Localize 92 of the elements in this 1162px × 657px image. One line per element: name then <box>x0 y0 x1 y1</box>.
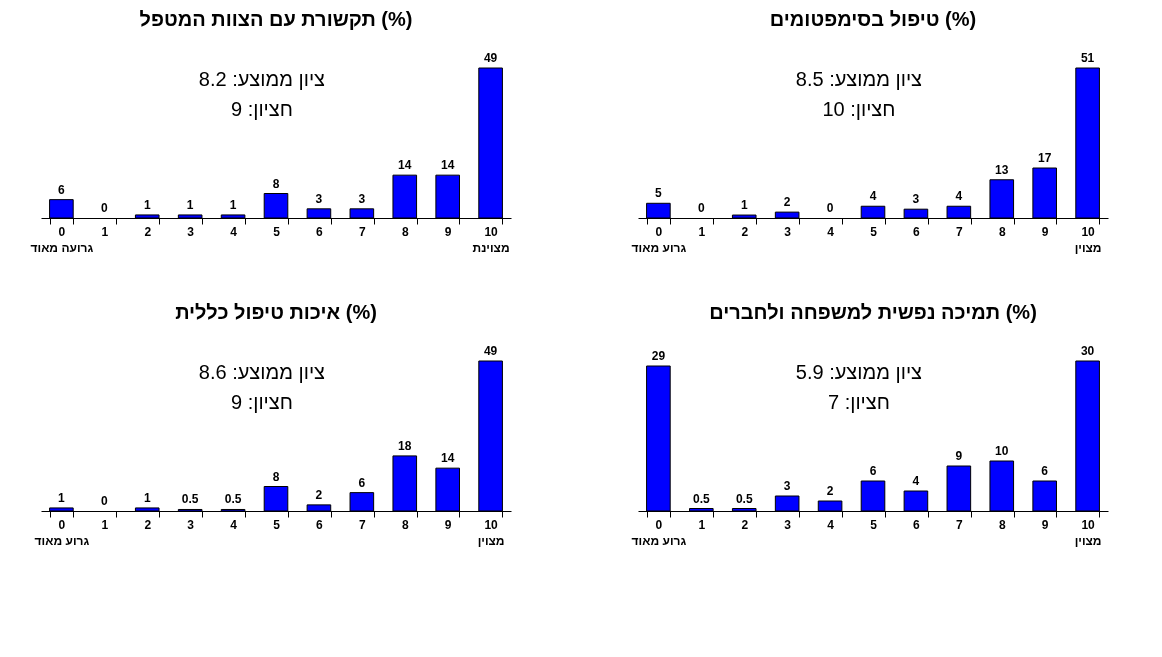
x-tick-label: 1 <box>101 224 109 239</box>
x-tick-label: 3 <box>187 517 195 532</box>
x-tick-label: 4 <box>230 224 238 239</box>
x-tick-label: 6 <box>913 517 921 532</box>
chart-title: טיפול בסימפטומים (%) <box>769 8 977 30</box>
x-tick-label: 7 <box>956 224 963 239</box>
data-label: 1 <box>740 198 748 213</box>
data-label: 0.5 <box>224 492 242 507</box>
x-tick-label: 4 <box>827 224 835 239</box>
chart-title: תקשורת עם הצוות המטפל (%) <box>139 8 413 30</box>
x-tick-label: 5 <box>870 517 878 532</box>
data-label: 3 <box>783 479 791 493</box>
data-label: 6 <box>1041 464 1049 478</box>
x-tick-label: 7 <box>359 517 366 532</box>
data-label: 6 <box>869 464 877 478</box>
data-label: 8 <box>272 176 280 191</box>
data-label: 51 <box>1080 51 1095 65</box>
chart-title: תמיכה נפשית למשפחה ולחברים (%) <box>709 301 1037 323</box>
x-tick-label: 9 <box>1041 517 1049 532</box>
x-tick-label: 1 <box>698 224 706 239</box>
annotation: חציון: 9 <box>230 391 293 413</box>
x-tick-label: 8 <box>998 517 1006 532</box>
data-label: 1 <box>186 197 194 212</box>
data-label: 0 <box>100 201 108 215</box>
data-label: 1 <box>143 490 151 505</box>
data-label: 14 <box>441 451 455 466</box>
data-label: 6 <box>58 182 66 197</box>
x-tick-label: 6 <box>316 224 324 239</box>
data-label: 0.5 <box>181 492 199 507</box>
x-tick-label: 7 <box>359 224 366 239</box>
annotation: ציון ממוצע: 8.2 <box>198 68 326 90</box>
data-label: 0 <box>826 201 834 215</box>
data-label: 5 <box>655 186 663 201</box>
data-label: 14 <box>441 158 455 173</box>
data-label: 9 <box>955 449 963 463</box>
annotation: חציון: 7 <box>827 391 890 413</box>
x-tick-label: 8 <box>401 517 409 532</box>
x-tick-label: 3 <box>187 224 195 239</box>
x-tick-label: 6 <box>316 517 324 532</box>
data-label: 49 <box>483 344 498 358</box>
x-tick-label: 4 <box>230 517 238 532</box>
x-tick-label: 9 <box>444 224 452 239</box>
data-label: 4 <box>912 474 920 488</box>
data-label: 0.5 <box>692 491 710 506</box>
x-tick-label: 5 <box>273 224 281 239</box>
data-label: 13 <box>995 162 1009 177</box>
data-label: 0 <box>697 201 705 215</box>
x-tick-label: 2 <box>741 224 749 239</box>
x-tick-label: 2 <box>144 224 152 239</box>
data-label: 17 <box>1038 151 1052 165</box>
data-label: 8 <box>272 469 280 484</box>
data-label: 3 <box>315 191 323 206</box>
data-label: 2 <box>315 487 323 502</box>
data-label: 14 <box>398 158 412 173</box>
data-label: 3 <box>912 192 920 207</box>
x-tick-label: 5 <box>273 517 281 532</box>
data-label: 2 <box>783 195 791 210</box>
data-label: 1 <box>143 197 151 212</box>
x-tick-label: 6 <box>913 224 921 239</box>
annotation: ציון ממוצע: 8.5 <box>795 68 923 90</box>
data-label: 3 <box>358 191 366 206</box>
data-label: 30 <box>1080 344 1095 358</box>
annotation: חציון: 10 <box>822 98 896 120</box>
data-label: 4 <box>869 189 877 204</box>
data-label: 1 <box>58 490 66 505</box>
x-tick-label: 8 <box>998 224 1006 239</box>
x-tick-label: 8 <box>401 224 409 239</box>
data-label: 4 <box>955 189 963 204</box>
x-tick-label: 3 <box>784 224 792 239</box>
x-tick-label: 1 <box>698 517 706 532</box>
data-label: 10 <box>995 444 1009 458</box>
data-label: 0 <box>100 494 108 508</box>
x-tick-label: 1 <box>101 517 109 532</box>
data-label: 18 <box>398 438 412 453</box>
x-tick-label: 9 <box>1041 224 1049 239</box>
x-tick-label: 3 <box>784 517 792 532</box>
data-label: 6 <box>358 475 366 490</box>
chart-title: איכות טיפול כללית (%) <box>175 301 377 323</box>
annotation: ציון ממוצע: 5.9 <box>795 361 923 383</box>
x-tick-label: 9 <box>444 517 452 532</box>
data-label: 1 <box>229 197 237 212</box>
annotation: ציון ממוצע: 8.6 <box>198 361 326 383</box>
x-tick-label: 7 <box>956 517 963 532</box>
data-label: 29 <box>651 349 666 363</box>
data-label: 2 <box>826 484 834 498</box>
x-tick-label: 2 <box>741 517 749 532</box>
x-tick-label: 5 <box>870 224 878 239</box>
data-label: 49 <box>483 51 498 65</box>
annotation: חציון: 9 <box>230 98 293 120</box>
x-tick-label: 2 <box>144 517 152 532</box>
data-label: 0.5 <box>735 491 753 506</box>
x-tick-label: 4 <box>827 517 835 532</box>
